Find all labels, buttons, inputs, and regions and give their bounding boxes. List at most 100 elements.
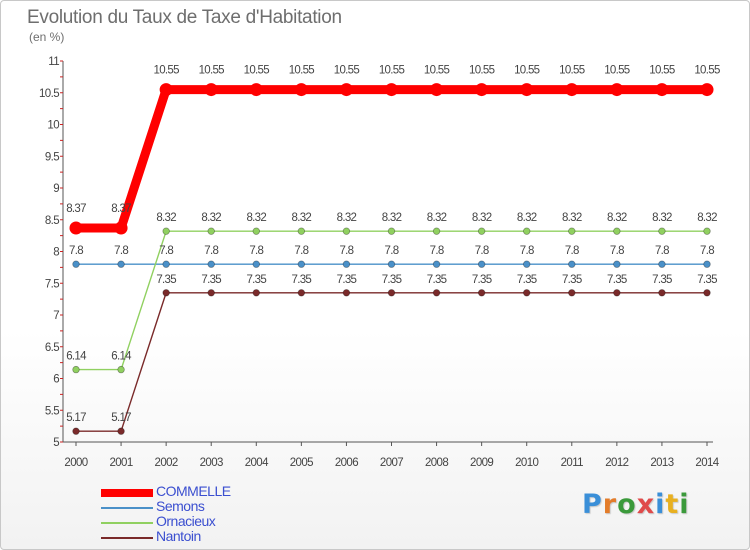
data-label-ornacieux: 8.32 <box>697 212 717 224</box>
data-label-ornacieux: 8.32 <box>472 212 492 224</box>
data-point-ornacieux <box>477 227 486 235</box>
data-point-nantoin <box>432 289 441 297</box>
x-tick-label: 2007 <box>380 457 403 469</box>
y-tick-label: 9.5 <box>45 151 59 163</box>
data-label-semons: 7.8 <box>655 245 669 257</box>
data-label-semons: 7.8 <box>700 245 714 257</box>
data-label-ornacieux: 8.32 <box>562 212 582 224</box>
x-tick-label: 2012 <box>605 457 628 469</box>
data-label-ornacieux: 8.32 <box>427 212 447 224</box>
data-label-commelle: 10.55 <box>244 65 270 77</box>
data-label-ornacieux: 8.32 <box>292 212 312 224</box>
data-label-nantoin: 7.35 <box>517 274 537 286</box>
data-point-ornacieux <box>252 227 260 235</box>
data-label-semons: 7.8 <box>204 245 218 257</box>
data-point-ornacieux <box>613 227 621 235</box>
series-line-nantoin <box>76 292 707 432</box>
data-point-semons <box>342 260 351 268</box>
data-label-commelle: 10.55 <box>559 65 585 77</box>
data-label-semons: 7.8 <box>565 245 579 257</box>
x-tick-label: 2014 <box>695 457 719 469</box>
data-point-commelle <box>475 83 489 97</box>
data-point-commelle <box>339 83 353 97</box>
data-point-commelle <box>565 83 579 97</box>
data-point-semons <box>477 260 486 268</box>
data-point-nantoin <box>117 427 125 435</box>
logo-letter: i <box>655 489 666 520</box>
data-label-nantoin: 7.35 <box>562 274 582 286</box>
data-label-nantoin: 7.35 <box>201 274 221 286</box>
data-point-semons <box>387 260 396 268</box>
data-label-commelle: 10.55 <box>199 65 225 77</box>
data-point-semons <box>613 260 621 268</box>
y-tick-label: 6.5 <box>45 342 59 354</box>
data-label-commelle: 10.55 <box>469 65 495 77</box>
data-point-commelle <box>430 83 444 97</box>
x-tick-label: 2010 <box>515 457 538 469</box>
data-label-nantoin: 7.35 <box>652 274 672 286</box>
data-point-ornacieux <box>207 227 215 235</box>
data-point-commelle <box>204 83 218 97</box>
y-tick-label: 8 <box>53 247 59 259</box>
legend-swatch <box>101 489 153 497</box>
data-label-nantoin: 7.35 <box>427 274 447 286</box>
data-point-commelle <box>700 83 714 97</box>
legend-swatch <box>101 537 153 539</box>
data-point-ornacieux <box>342 227 351 235</box>
y-tick-label: 8.5 <box>45 215 59 227</box>
legend-swatch <box>101 507 153 509</box>
data-label-semons: 7.8 <box>114 245 128 257</box>
x-tick-label: 2001 <box>109 457 132 469</box>
data-point-commelle <box>610 83 624 97</box>
data-label-semons: 7.8 <box>69 245 83 257</box>
data-label-ornacieux: 6.14 <box>66 351 87 363</box>
y-tick-label: 9 <box>53 183 59 195</box>
data-label-nantoin: 7.35 <box>607 274 627 286</box>
y-tick-label: 7.5 <box>45 278 59 290</box>
data-label-semons: 7.8 <box>249 245 263 257</box>
data-label-commelle: 10.55 <box>334 65 360 77</box>
data-point-ornacieux <box>297 227 306 235</box>
x-tick-label: 2000 <box>64 457 87 469</box>
data-label-nantoin: 7.35 <box>382 274 402 286</box>
data-label-semons: 7.8 <box>475 245 489 257</box>
data-point-nantoin <box>477 289 486 297</box>
data-label-commelle: 10.55 <box>154 65 180 77</box>
data-point-semons <box>207 260 215 268</box>
data-label-semons: 7.8 <box>339 245 353 257</box>
series-line-commelle <box>76 85 707 233</box>
data-label-ornacieux: 8.32 <box>382 212 402 224</box>
logo-letter: o <box>617 489 637 520</box>
data-point-semons <box>703 260 711 268</box>
data-label-ornacieux: 6.14 <box>111 351 132 363</box>
data-point-ornacieux <box>703 227 711 235</box>
logo-letter: i <box>679 489 690 520</box>
data-point-nantoin <box>252 289 260 297</box>
data-point-nantoin <box>72 427 80 435</box>
data-point-commelle <box>249 83 263 97</box>
data-point-commelle <box>294 83 308 97</box>
x-tick-label: 2009 <box>470 457 493 469</box>
logo-letter: r <box>602 489 618 520</box>
data-point-ornacieux <box>387 227 396 235</box>
data-point-semons <box>162 260 170 268</box>
data-label-commelle: 10.55 <box>649 65 675 77</box>
data-label-commelle: 10.55 <box>289 65 315 77</box>
legend-label: Semons <box>156 498 205 514</box>
data-point-nantoin <box>703 289 711 297</box>
logo-letter: x <box>636 489 656 520</box>
line-chart: 5 5.5 6 6.5 7 7.5 8 8.5 9 9.5 10 10.5 11 2000 2001 2002… <box>39 56 721 469</box>
data-point-commelle <box>69 221 83 235</box>
data-point-commelle <box>114 221 128 235</box>
data-label-commelle: 10.55 <box>604 65 630 77</box>
data-point-nantoin <box>523 289 531 297</box>
data-label-semons: 7.8 <box>385 245 399 257</box>
data-label-ornacieux: 8.32 <box>246 212 266 224</box>
chart-title: Evolution du Taux de Taxe d'Habitation <box>27 7 342 28</box>
data-label-nantoin: 7.35 <box>472 274 492 286</box>
data-point-commelle <box>655 83 669 97</box>
data-point-nantoin <box>658 289 666 297</box>
x-tick-label: 2008 <box>425 457 448 469</box>
data-point-ornacieux <box>72 365 80 374</box>
legend-swatch <box>101 522 153 524</box>
